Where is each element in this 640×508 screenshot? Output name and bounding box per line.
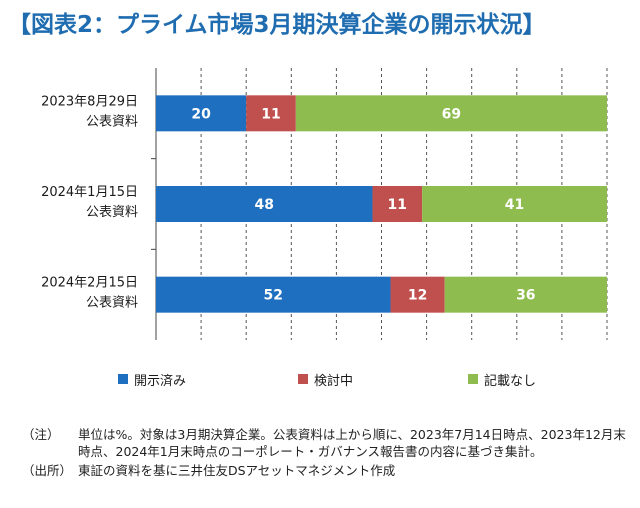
chart-title: 【図表2：プライム市場3月期決算企業の開示状況】	[8, 12, 546, 38]
bar-segment	[295, 95, 607, 132]
source-row: （出所） 東証の資料を基に三井住友DSアセットマネジメント作成	[22, 462, 632, 479]
category-label: 2024年1月15日	[41, 185, 138, 200]
legend-item-considering: 検討中	[298, 368, 353, 390]
data-label: 52	[264, 288, 283, 304]
legend-label-not-stated: 記載なし	[484, 373, 537, 389]
legend-item-not-stated: 記載なし	[468, 368, 536, 390]
data-label: 11	[388, 197, 407, 213]
category-label: 公表資料	[86, 296, 138, 311]
legend-swatch-not-stated	[468, 374, 478, 384]
bar-segment	[372, 186, 423, 222]
data-label: 20	[191, 106, 211, 122]
note-text: 単位は%。対象は3月期決算企業。公表資料は上から順に、2023年7月14日時点、…	[78, 427, 626, 459]
source-label: （出所）	[22, 463, 73, 478]
bar-segment	[246, 95, 296, 132]
data-label: 12	[408, 288, 427, 304]
chart-legend: 開示済み 検討中 記載なし	[0, 368, 640, 390]
data-label: 48	[254, 197, 273, 213]
source-text: 東証の資料を基に三井住友DSアセットマネジメント作成	[78, 463, 396, 478]
note-label: （注）	[22, 427, 60, 442]
legend-item-disclosed: 開示済み	[118, 368, 186, 390]
footnotes: （注） 単位は%。対象は3月期決算企業。公表資料は上から順に、2023年7月14…	[22, 426, 632, 479]
category-label: 2023年8月29日	[41, 94, 138, 109]
bar-segment	[444, 276, 607, 313]
legend-label-disclosed: 開示済み	[134, 373, 187, 389]
data-label: 36	[516, 288, 535, 304]
data-label: 41	[505, 197, 524, 213]
bar-segment	[422, 186, 607, 222]
legend-swatch-disclosed	[118, 374, 128, 384]
category-label: 公表資料	[86, 114, 138, 129]
note-row: （注） 単位は%。対象は3月期決算企業。公表資料は上から順に、2023年7月14…	[22, 426, 632, 460]
data-label: 69	[442, 106, 461, 122]
bar-segment	[156, 95, 247, 132]
bar-segment	[156, 276, 391, 313]
legend-label-considering: 検討中	[314, 373, 354, 389]
bar-segment	[390, 276, 445, 313]
bar-segment	[156, 186, 373, 222]
data-label: 11	[261, 106, 280, 122]
category-label: 公表資料	[86, 205, 138, 220]
legend-swatch-considering	[298, 374, 308, 384]
category-label: 2024年2月15日	[41, 276, 138, 291]
